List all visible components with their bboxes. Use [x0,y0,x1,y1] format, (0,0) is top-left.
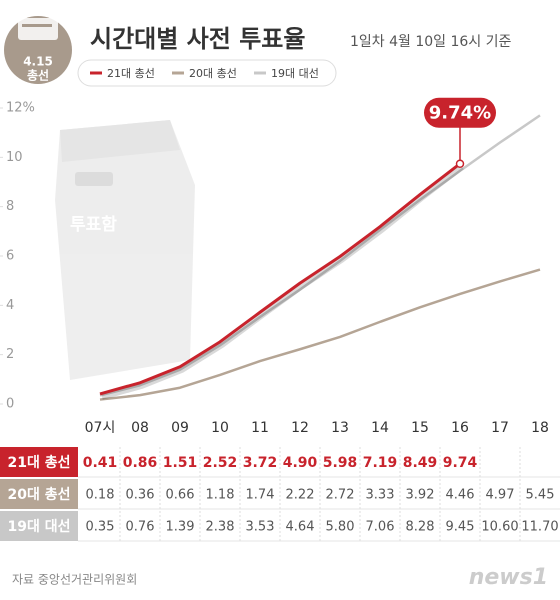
x-tick-label: 07시 [85,420,116,436]
table-cell: 0.66 [166,488,195,503]
subtitle: 1일차 4월 10일 16시 기준 [350,34,512,50]
box-label: 투표함 [70,214,117,235]
callout-box [424,97,496,128]
x-tick-label: 08 [131,420,149,436]
y-tick-label: 8 [6,199,14,214]
source: 자료 중앙선거관리위원회 [12,573,137,587]
x-tick-label: 17 [491,420,509,436]
badge-line: 4.15 [23,55,53,69]
table-cell: 7.19 [363,455,398,471]
legend-box [77,59,337,87]
line-shadow [101,164,464,400]
legend-label: 21대 총선 [107,67,155,80]
table-cell: 5.98 [323,455,358,471]
x-tick-label: 11 [251,420,269,436]
table-cell: 0.76 [126,520,155,535]
table-cell: 3.72 [243,455,278,471]
table-cell: 0.18 [86,488,115,503]
y-tick-label: 6 [6,249,14,264]
legend-label: 20대 총선 [189,67,237,80]
table-cell: 0.86 [123,455,158,471]
table-cell: 1.18 [206,488,235,503]
badge-line: 총선 [27,68,49,83]
table-cell: 2.22 [286,488,315,503]
table-cell: 1.51 [163,455,198,471]
y-tick-label: 10 [6,150,23,165]
ballot-box: 투표함 [55,120,195,380]
series-line [99,114,541,397]
table-cell: 0.35 [86,520,115,535]
series-line [99,268,541,401]
x-tick-label: 10 [211,420,229,436]
legend-label: 19대 대선 [271,67,319,80]
y-tick-label: 12% [6,101,35,116]
table-cell: 3.53 [246,520,275,535]
table-cell: 2.52 [203,455,238,471]
row-header-bg [0,447,78,477]
row-header-bg [0,479,78,509]
table-cell: 3.33 [366,488,395,503]
y-tick-label: 2 [6,347,14,362]
table-cell: 5.45 [526,488,555,503]
series-line [99,162,461,396]
callout: 9.74% [429,103,491,124]
table-cell: 8.28 [406,520,435,535]
x-tick-label: 13 [331,420,349,436]
table-cell: 1.74 [246,488,275,503]
table-cell: 9.74 [443,455,478,471]
table-cell: 4.64 [286,520,315,535]
table-cell: 9.45 [446,520,475,535]
row-header: 19대 대선 [8,519,71,535]
table-cell: 2.38 [206,520,235,535]
table-cell: 0.36 [126,488,155,503]
x-tick-label: 14 [371,420,389,436]
row-header-bg [0,511,78,541]
table-cell: 8.49 [403,455,438,471]
table-cell: 3.92 [406,488,435,503]
table-cell: 5.80 [326,520,355,535]
row-header: 20대 총선 [8,487,71,503]
table-cell: 4.90 [283,455,318,471]
x-tick-label: 16 [451,420,469,436]
table-cell: 0.41 [83,455,118,471]
table-cell: 4.46 [446,488,475,503]
x-tick-label: 09 [171,420,189,436]
table-cell: 10.60 [481,520,518,535]
y-tick-label: 4 [6,298,14,313]
table-cell: 1.39 [166,520,195,535]
table-cell: 2.72 [326,488,355,503]
x-tick-label: 18 [531,420,549,436]
table-cell: 11.70 [521,520,558,535]
end-marker [455,159,465,168]
logo: news1 [469,565,548,590]
table-cell: 7.06 [366,520,395,535]
table-cell: 4.97 [486,488,515,503]
x-tick-label: 15 [411,420,429,436]
y-tick-label: 0 [6,397,14,412]
badge: 4.15 총선 [4,16,72,84]
row-header: 21대 총선 [8,455,71,471]
x-tick-label: 12 [291,420,309,436]
chart-title: 시간대별 사전 투표율 [90,25,305,53]
